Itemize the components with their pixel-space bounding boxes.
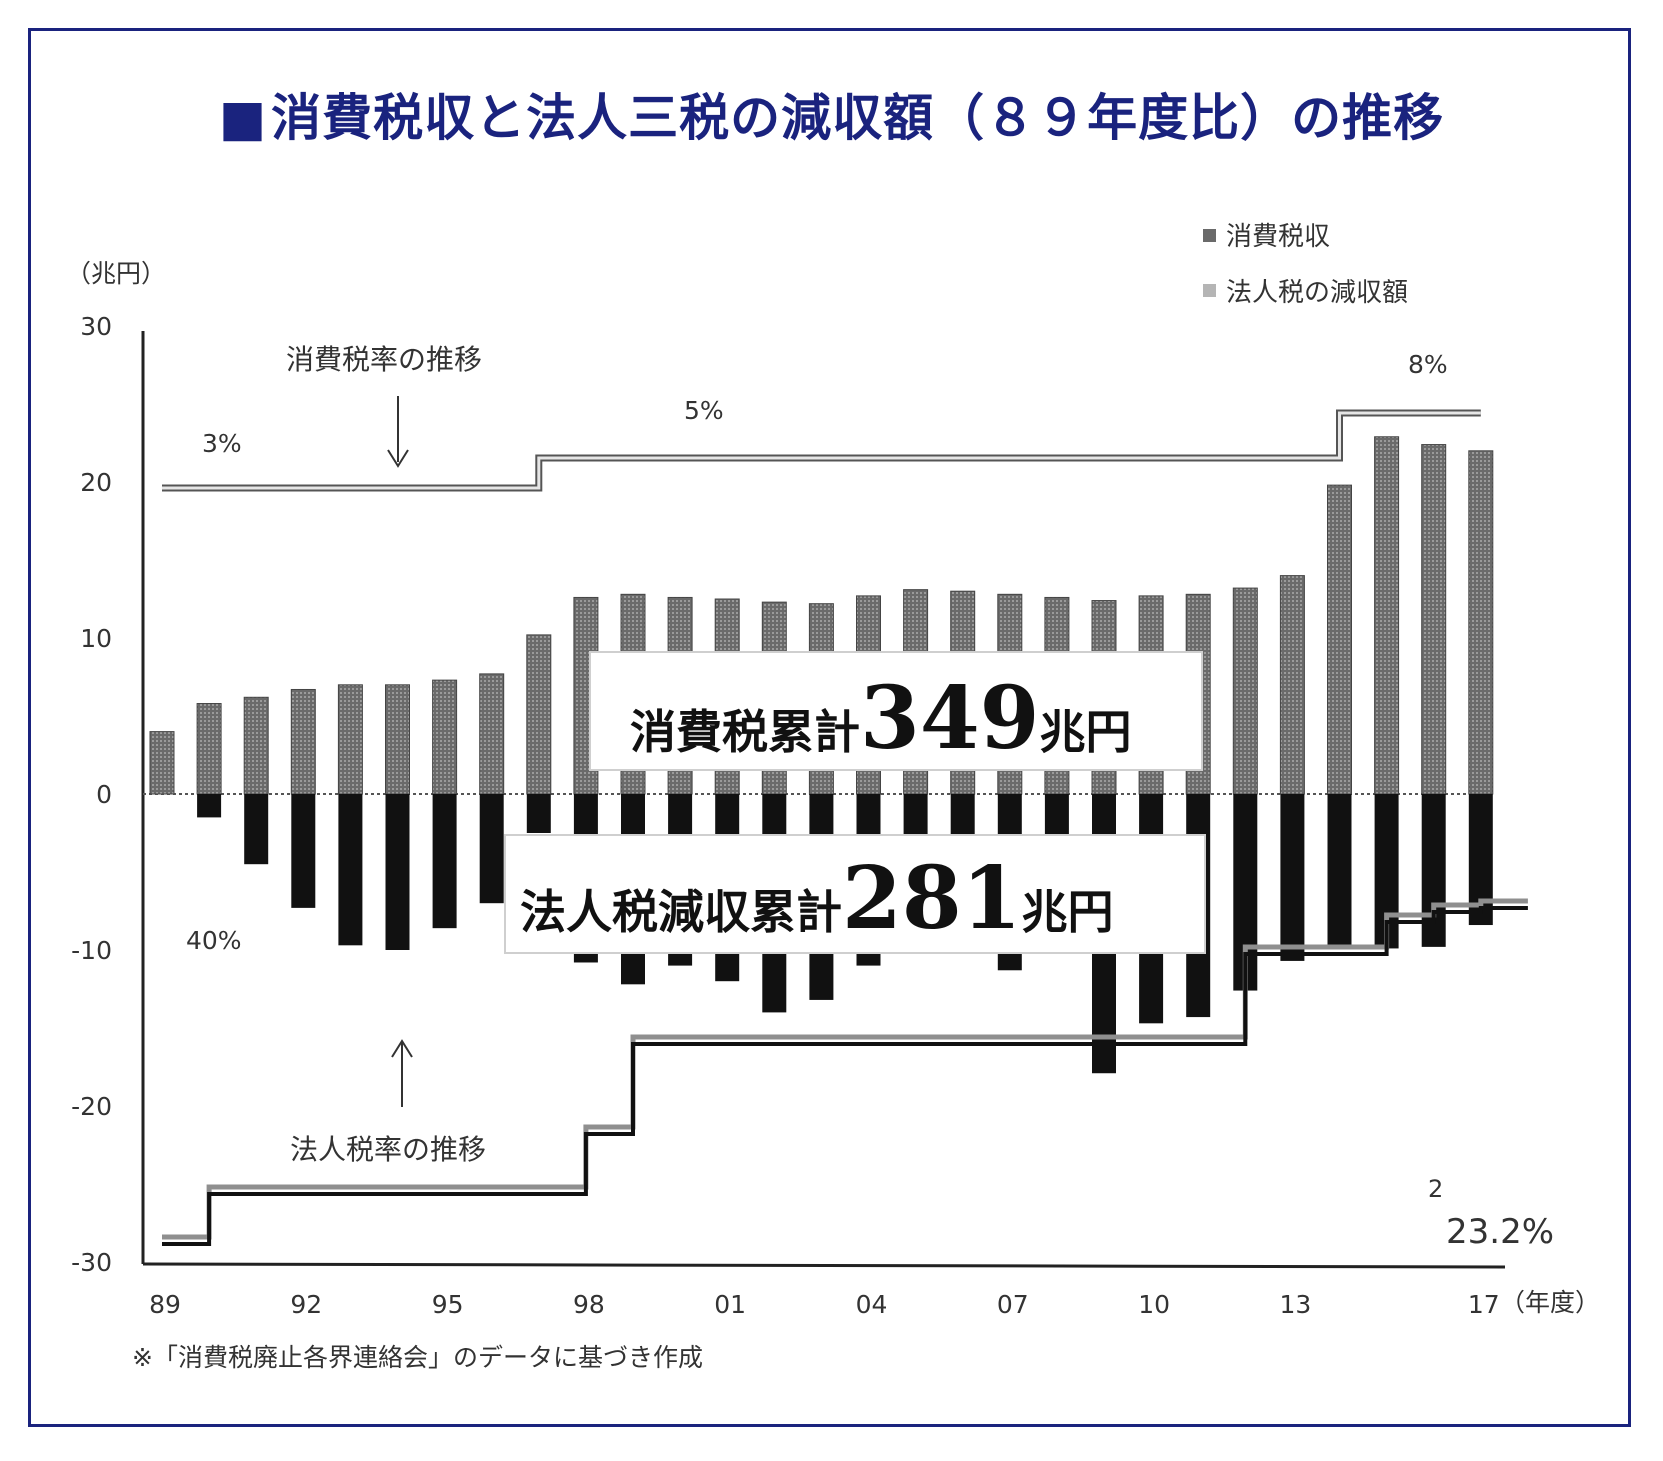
bar-consumption-tax: [432, 679, 458, 795]
bar-consumption-tax: [1232, 587, 1258, 795]
bar-consumption-tax: [1327, 484, 1352, 795]
rate-label-8: 8%: [1408, 350, 1448, 379]
bar-consumption-tax: [243, 696, 269, 795]
corp-rate-title: 法人税率の推移: [290, 1133, 486, 1166]
x-tick-label: 04: [856, 1290, 888, 1319]
total-boxes: [504, 651, 1206, 954]
consumption-rate-line-outer: [162, 409, 1481, 492]
bar-consumption-tax: [1421, 444, 1447, 795]
x-tick-label: 07: [997, 1290, 1029, 1319]
consumption-rate-title: 消費税率の推移: [286, 343, 482, 376]
bar-corp-tax-loss: [479, 794, 504, 904]
x-tick-label: 89: [149, 1290, 181, 1319]
corp-total-text: 法人税減収累計281兆円: [520, 848, 1114, 949]
corp-rate-label-40: 40%: [186, 926, 242, 955]
bar-consumption-tax: [479, 673, 505, 795]
consumption-total-box: [589, 651, 1203, 771]
rate-lines: [162, 396, 1528, 1246]
x-axis-unit-label: （年度）: [1500, 1288, 1600, 1317]
bar-corp-tax-loss: [385, 794, 410, 950]
y-tick-label: -20: [71, 1092, 112, 1121]
y-tick-label: 10: [80, 624, 112, 653]
chart-title: ■消費税収と法人三税の減収額（８９年度比）の推移: [0, 78, 1663, 150]
corp-rate-arrow-head: [391, 1039, 413, 1058]
y-tick-label: -10: [71, 936, 112, 965]
y-tick-label: 20: [80, 468, 112, 497]
corp-total-value: 281: [842, 848, 1022, 949]
x-tick-label: 13: [1279, 1290, 1311, 1319]
legend-label-corp: 法人税の減収額: [1226, 278, 1408, 308]
bar-consumption-tax: [196, 703, 222, 795]
bar-corp-tax-loss: [197, 794, 222, 818]
corp-rate-label-232: 23.2%: [1446, 1212, 1554, 1252]
bar-consumption-tax: [1374, 436, 1400, 795]
corp-total-box: [504, 834, 1206, 954]
y-tick-label: 30: [80, 312, 112, 341]
bar-consumption-tax: [149, 731, 175, 795]
x-tick-label: 98: [573, 1290, 605, 1319]
bar-corp-tax-loss: [244, 794, 269, 865]
corp-rate-line-black: [162, 906, 1528, 1246]
bar-corp-tax-loss: [338, 794, 363, 946]
corp-rate-label-2: 2: [1428, 1175, 1443, 1203]
y-tick-label: 0: [96, 780, 112, 809]
bar-consumption-tax: [337, 684, 363, 795]
bars: [149, 436, 1494, 1074]
title-marker: ■: [218, 89, 268, 147]
axes: 30 20 10 0 -10 -20 -30 （兆円） 89 92 95 98 01 04 07 10 13 17…: [66, 222, 1600, 1319]
consumption-total-value: 349: [860, 668, 1040, 769]
y-tick-label: -30: [71, 1248, 112, 1277]
legend-swatch-corp: [1203, 284, 1216, 297]
consumption-total-unit: 兆円: [1040, 705, 1132, 759]
consumption-total-label: 消費税累計: [630, 705, 860, 759]
bar-consumption-tax: [1279, 575, 1305, 795]
bar-consumption-tax: [526, 634, 552, 795]
corp-total-unit: 兆円: [1022, 885, 1114, 939]
consumption-total-text: 消費税累計349兆円: [630, 668, 1132, 769]
rate-label-5: 5%: [684, 396, 724, 425]
source-note: ※「消費税廃止各界連絡会」のデータに基づき作成: [132, 1343, 703, 1372]
bar-corp-tax-loss: [1327, 794, 1352, 947]
x-axis-line: [142, 1262, 1506, 1269]
x-tick-label: 10: [1138, 1290, 1170, 1319]
x-tick-label: 95: [432, 1290, 464, 1319]
corp-total-label: 法人税減収累計: [520, 885, 842, 939]
x-tick-label: 92: [290, 1290, 322, 1319]
bar-consumption-tax: [290, 688, 316, 795]
consumption-rate-arrow-head: [387, 449, 409, 468]
consumption-rate-line-inner: [162, 411, 1481, 490]
x-tick-label: 01: [714, 1290, 746, 1319]
bar-consumption-tax: [385, 684, 410, 795]
bar-corp-tax-loss: [1280, 794, 1305, 961]
legend-swatch-consumption: [1203, 229, 1216, 242]
chart-frame: [28, 28, 1631, 1427]
legend-label-consumption: 消費税収: [1226, 222, 1330, 252]
bar-corp-tax-loss: [526, 794, 551, 833]
bar-corp-tax-loss: [291, 794, 316, 908]
x-tick-label: 17: [1468, 1290, 1500, 1319]
bar-corp-tax-loss: [432, 794, 457, 929]
rate-label-3: 3%: [202, 429, 242, 458]
bar-consumption-tax: [1468, 450, 1494, 795]
chart-text: 消費税率の推移3%5%8%40%法人税率の推移223.2%消費税累計349兆円法…: [186, 343, 1554, 1252]
title-text: 消費税収と法人三税の減収額（８９年度比）の推移: [271, 89, 1445, 147]
y-axis-unit-label: （兆円）: [66, 259, 166, 288]
